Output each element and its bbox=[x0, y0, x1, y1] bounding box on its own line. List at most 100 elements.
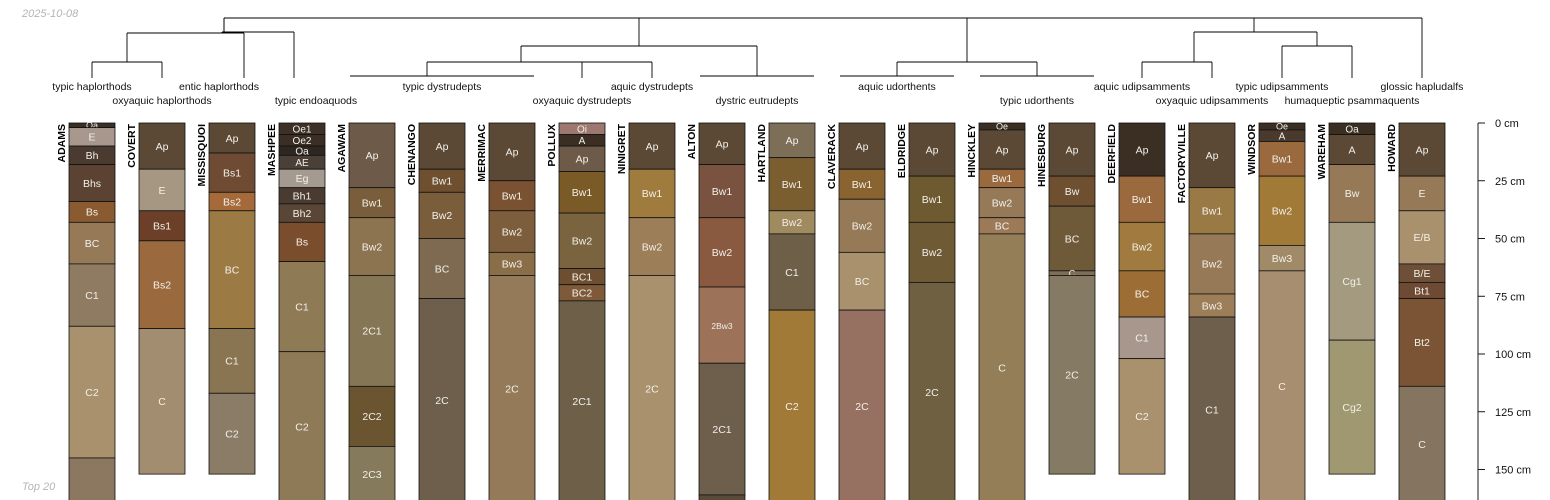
horizon-label: 2C1 bbox=[362, 326, 381, 338]
profile-covert: Ap E Bs1 Bs2 C COVERT bbox=[126, 122, 186, 475]
profile-eldridge: Ap Bw1 Bw2 2C ELDRIDGE bbox=[896, 122, 956, 500]
horizon-label: Bt2 bbox=[1414, 337, 1430, 349]
horizon-label: Bw2 bbox=[502, 226, 523, 238]
profile-name: WINDSOR bbox=[1246, 124, 1258, 175]
depth-axis: 0 cm 25 cm 50 cm 75 cm 100 cm 125 cm 150 cm bbox=[1477, 118, 1531, 500]
horizon-label: Cg1 bbox=[1342, 276, 1361, 288]
profile-name: WAREHAM bbox=[1316, 124, 1328, 180]
horizon-agawam-ap bbox=[348, 122, 396, 189]
horizon-label: 2C bbox=[505, 384, 519, 396]
horizon-label: Oa bbox=[295, 146, 309, 157]
horizon-label: E bbox=[1418, 188, 1425, 200]
horizon-label: Ap bbox=[436, 141, 449, 153]
horizon-hartland-c2 bbox=[768, 309, 816, 500]
horizon-label: Ap bbox=[1416, 144, 1429, 156]
profile-agawam: Ap Bw1 Bw2 2C1 2C2 2C3 AGAWAM bbox=[336, 122, 396, 500]
horizon-chenango-bw2 bbox=[418, 191, 466, 239]
horizon-label: Ap bbox=[1066, 144, 1079, 156]
horizon-factoryville-bw2 bbox=[1188, 233, 1236, 295]
profile-name: MISSISQUOI bbox=[196, 124, 208, 187]
depth-tick-label: 50 cm bbox=[1495, 234, 1525, 246]
horizon-label: E/B bbox=[1414, 232, 1431, 244]
horizon-label: Bw2 bbox=[992, 197, 1013, 209]
horizon-label: 2C bbox=[645, 384, 659, 396]
horizon-label: Bh1 bbox=[293, 191, 312, 203]
horizon-label: Bs bbox=[86, 207, 98, 219]
horizon-hinckley-c bbox=[978, 233, 1026, 500]
horizon-eldridge-ap bbox=[908, 122, 956, 177]
horizon-label: Bs2 bbox=[223, 196, 241, 208]
profile-adams: OaE Bh Bhs Bs BC C1 C2 ADAMS bbox=[56, 121, 116, 500]
profile-windsor: OeA Bw1 Bw2 Bw3 C WINDSOR bbox=[1246, 122, 1306, 500]
profile-pollux: OiA Ap Bw1 Bw2 BC1 BC2 2C1 POLLUX bbox=[546, 122, 606, 500]
horizon-wareham-bw bbox=[1328, 164, 1376, 223]
horizon-merrimac-2c bbox=[488, 275, 536, 500]
horizon-label: Bw1 bbox=[572, 187, 593, 199]
horizon-label: Ap bbox=[576, 154, 589, 166]
horizon-label: 2C bbox=[1065, 370, 1079, 382]
horizon-label: E bbox=[88, 132, 95, 144]
profile-name: HINCKLEY bbox=[966, 124, 978, 178]
horizon-label: Ap bbox=[856, 141, 869, 153]
horizon-alton-2c1 bbox=[698, 362, 746, 496]
horizon-label: C2 bbox=[1135, 411, 1149, 423]
horizon-label: 2C bbox=[435, 395, 449, 407]
horizon-label: Bw bbox=[1345, 188, 1360, 200]
horizon-label: Bw2 bbox=[1202, 259, 1223, 271]
horizon-chenango-bc bbox=[418, 238, 466, 299]
horizon-eldridge-bw2 bbox=[908, 221, 956, 283]
horizon-label: AE bbox=[295, 158, 309, 169]
horizon-label: C2 bbox=[225, 428, 239, 440]
horizon-label: C1 bbox=[85, 290, 99, 302]
horizon-agawam-2c2 bbox=[348, 385, 396, 447]
horizon-label: C1 bbox=[295, 301, 309, 313]
horizon-windsor-bw1 bbox=[1258, 141, 1306, 177]
horizon-label: Bw1 bbox=[502, 191, 523, 203]
horizon-label: Bw1 bbox=[1272, 154, 1293, 166]
horizon-ninigret-bw1 bbox=[628, 168, 676, 219]
horizon-howard-ap bbox=[1398, 122, 1446, 177]
horizon-eldridge-bw1 bbox=[908, 175, 956, 223]
horizon-label: Bs bbox=[296, 237, 308, 249]
horizon-covert-bs2 bbox=[138, 240, 186, 329]
horizon-factoryville-bw1 bbox=[1188, 187, 1236, 235]
profile-name: HOWARD bbox=[1386, 124, 1398, 172]
horizon-label: Bw2 bbox=[432, 210, 453, 222]
horizon-label: Bw2 bbox=[1272, 206, 1293, 218]
depth-tick-label: 150 cm bbox=[1495, 465, 1531, 477]
horizon-label: 2C bbox=[925, 387, 939, 399]
horizon-ninigret-bw2 bbox=[628, 217, 676, 276]
horizon-label: E bbox=[158, 185, 165, 197]
subgroup-label-oxyaquic-dystrudepts: oxyaquic dystrudepts bbox=[533, 95, 632, 107]
horizon-pollux-bw1 bbox=[558, 171, 606, 214]
horizon-covert-ap bbox=[138, 122, 186, 170]
horizon-adams-lower bbox=[68, 457, 116, 500]
horizon-label: Oe2 bbox=[293, 136, 312, 147]
horizon-label: BC bbox=[1135, 289, 1150, 301]
horizon-hartland-ap bbox=[768, 122, 816, 159]
horizon-label: Bw1 bbox=[852, 179, 873, 191]
horizon-claverack-2c bbox=[838, 309, 886, 500]
profile-missisquoi: Ap Bs1 Bs2 BC C1 C2 MISSISQUOI bbox=[196, 122, 256, 475]
horizon-label: Bs2 bbox=[153, 279, 171, 291]
profile-alton: Ap Bw1 Bw2 2Bw3 2C1 ALTON bbox=[686, 122, 746, 500]
horizon-hartland-c1 bbox=[768, 233, 816, 311]
horizon-label: Ap bbox=[926, 144, 939, 156]
horizon-factoryville-ap bbox=[1188, 122, 1236, 189]
horizon-label: BC bbox=[1065, 233, 1080, 245]
horizon-label: Bw1 bbox=[1132, 194, 1153, 206]
profile-hinesburg: Ap Bw BC C 2C HINESBURG bbox=[1036, 122, 1096, 475]
profile-name: CLAVERACK bbox=[826, 124, 838, 190]
date-label: 2025-10-08 bbox=[22, 8, 79, 20]
horizon-label: C bbox=[1278, 381, 1286, 393]
footer-label: Top 20 bbox=[22, 481, 56, 493]
subgroup-label-aquic-dystrudepts: aquic dystrudepts bbox=[611, 81, 693, 93]
profile-name: POLLUX bbox=[546, 124, 558, 167]
horizon-label: C1 bbox=[1135, 333, 1149, 345]
profile-name: HARTLAND bbox=[756, 124, 768, 183]
horizon-windsor-c bbox=[1258, 270, 1306, 500]
horizon-label: C2 bbox=[295, 422, 309, 434]
horizon-label: BC bbox=[435, 263, 450, 275]
horizon-missisquoi-bs1 bbox=[208, 152, 256, 193]
